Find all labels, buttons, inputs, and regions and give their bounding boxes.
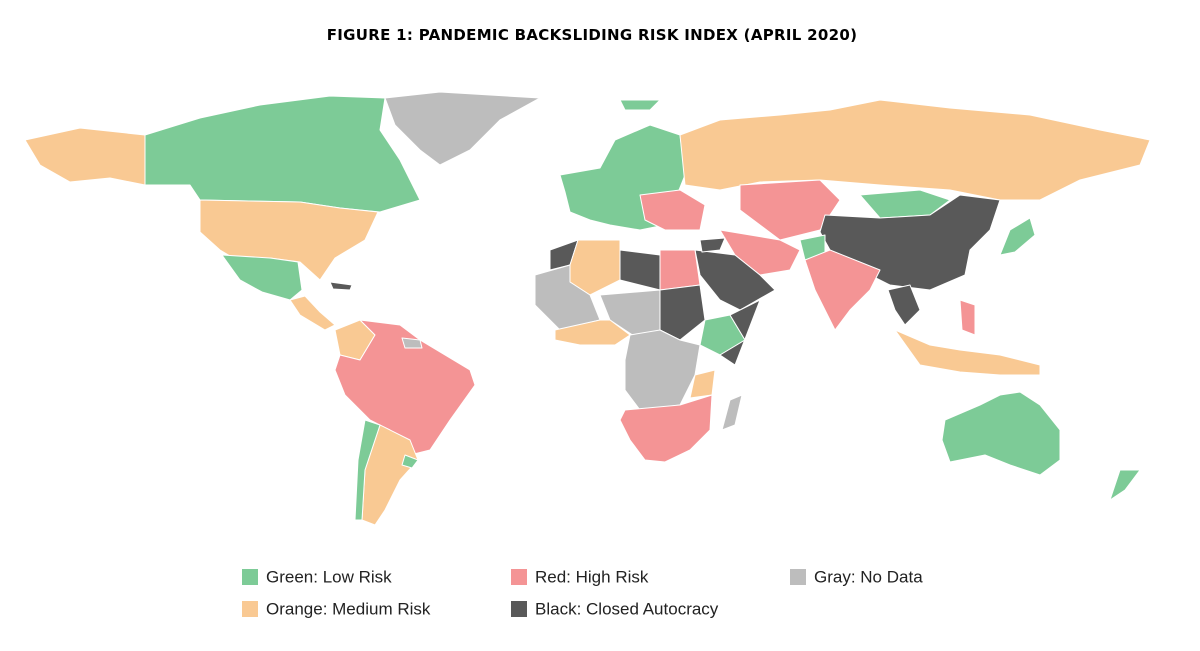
figure-title: FIGURE 1: PANDEMIC BACKSLIDING RISK INDE… <box>327 26 858 44</box>
legend-label: Red: High Risk <box>535 567 649 586</box>
legend-label: Gray: No Data <box>814 567 923 586</box>
legend-label: Black: Closed Autocracy <box>535 599 719 618</box>
legend-label: Green: Low Risk <box>266 567 392 586</box>
legend-swatch <box>790 569 806 585</box>
legend-label: Orange: Medium Risk <box>266 599 431 618</box>
legend-swatch <box>242 601 258 617</box>
legend-swatch <box>242 569 258 585</box>
world-map <box>24 91 1151 526</box>
legend-swatch <box>511 569 527 585</box>
legend: Green: Low Risk Orange: Medium Risk Red: H… <box>242 567 923 618</box>
legend-swatch <box>511 601 527 617</box>
